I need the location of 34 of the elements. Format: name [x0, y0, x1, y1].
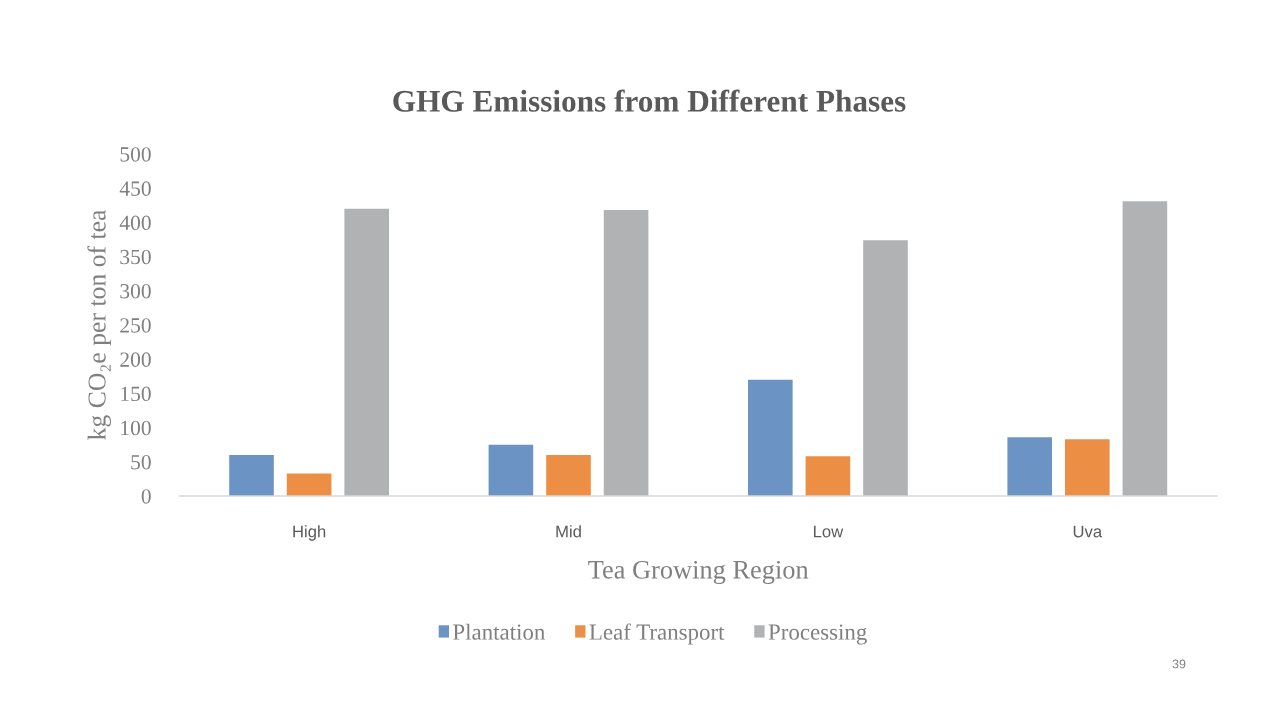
y-tick-label: 500	[120, 147, 151, 162]
y-tick-label: 150	[121, 386, 151, 402]
x-axis-title: Tea Growing Region	[588, 560, 809, 585]
y-axis-title: kg CO₂e per ton of tea	[87, 209, 111, 440]
bar	[863, 240, 908, 496]
legend-label: Processing	[768, 624, 867, 645]
chart-title: GHG Emissions from Different Phases	[393, 89, 906, 112]
bar	[1122, 201, 1168, 496]
y-tick-label: 200	[120, 352, 151, 367]
bar	[748, 379, 793, 496]
y-tick-label: 0	[141, 489, 151, 504]
bar	[1007, 437, 1053, 496]
bar	[1064, 439, 1110, 496]
x-tick-label: Low	[813, 525, 844, 538]
y-tick-label: 300	[120, 283, 151, 299]
y-tick-label: 100	[121, 420, 151, 436]
x-tick-label: Uva	[1073, 525, 1103, 538]
legend-label: Plantation	[453, 623, 546, 640]
y-tick-label: 450	[119, 181, 151, 196]
bar	[805, 456, 851, 496]
bar	[488, 444, 534, 496]
y-tick-label: 250	[120, 318, 151, 333]
y-tick-label: 50	[131, 454, 151, 470]
y-tick-label: 350	[120, 249, 151, 265]
bar	[546, 454, 591, 496]
text: 39	[1172, 659, 1186, 669]
bar	[603, 210, 649, 496]
bar	[229, 454, 274, 496]
x-tick-label: Mid	[556, 525, 581, 538]
y-tick-label: 400	[119, 215, 151, 231]
bar	[344, 208, 389, 496]
legend-label: Leaf Transport	[589, 623, 725, 645]
x-tick-label: High	[293, 525, 326, 541]
bar	[286, 473, 332, 496]
